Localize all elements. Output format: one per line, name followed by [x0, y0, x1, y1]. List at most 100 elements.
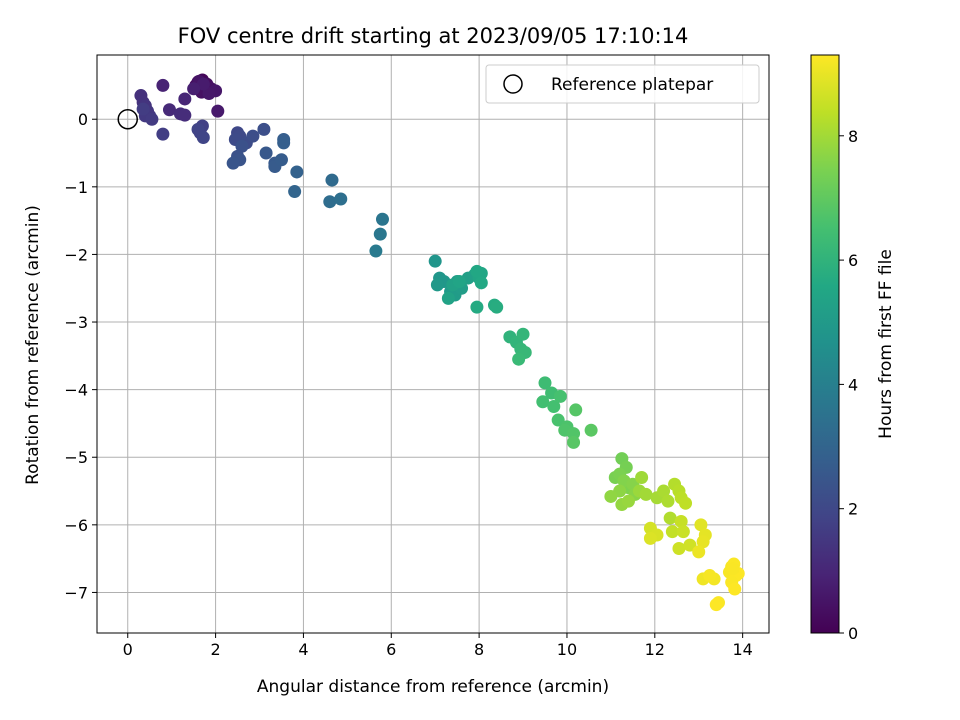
- data-point: [516, 327, 530, 341]
- colorbar-tick-label: 2: [848, 500, 858, 519]
- x-tick-label: 14: [732, 640, 752, 659]
- data-point: [202, 87, 216, 101]
- y-tick-label: 0: [78, 110, 88, 129]
- data-point: [178, 92, 192, 106]
- data-point: [288, 185, 302, 199]
- x-tick-label: 10: [557, 640, 577, 659]
- data-point: [683, 538, 697, 552]
- data-point: [726, 562, 740, 576]
- data-point: [536, 395, 550, 409]
- data-point: [375, 212, 389, 226]
- x-tick-label: 12: [645, 640, 665, 659]
- data-point: [674, 514, 688, 528]
- data-point: [156, 127, 170, 141]
- x-axis-ticks: 0 2 4 6 8 10 12 14: [123, 633, 753, 659]
- data-point: [470, 264, 484, 278]
- data-point: [323, 195, 337, 209]
- data-point: [547, 400, 561, 414]
- grid: [97, 55, 769, 633]
- data-point: [369, 244, 383, 258]
- data-point: [538, 376, 552, 390]
- colorbar-tick-label: 8: [848, 127, 858, 146]
- plot-area: 0 2 4 6 8 10 12 14 0 −1 −2 −3 −4 −5 −6 −7: [64, 54, 770, 659]
- x-tick-label: 4: [298, 640, 308, 659]
- data-point: [178, 108, 192, 122]
- y-tick-label: −5: [64, 448, 88, 467]
- x-tick-label: 0: [123, 640, 133, 659]
- data-point: [694, 518, 708, 532]
- colorbar-tick-label: 0: [848, 624, 858, 643]
- data-point: [277, 136, 291, 150]
- data-point: [663, 511, 677, 525]
- data-point: [584, 423, 598, 437]
- data-point: [692, 545, 706, 559]
- data-point: [703, 569, 717, 583]
- plot-frame: [96, 54, 770, 634]
- y-axis-label: Rotation from reference (arcmin): [23, 205, 43, 485]
- data-point: [635, 471, 649, 485]
- data-point: [196, 77, 210, 91]
- data-point: [567, 435, 581, 449]
- data-point: [187, 82, 201, 96]
- data-point: [259, 146, 273, 160]
- data-point: [226, 156, 240, 170]
- data-point: [639, 487, 653, 501]
- chart-title: FOV centre drift starting at 2023/09/05 …: [178, 24, 689, 48]
- data-point: [325, 173, 339, 187]
- data-point: [211, 104, 225, 118]
- legend-entry-reference: Reference platepar: [551, 75, 713, 95]
- data-point: [235, 139, 249, 153]
- data-point: [490, 300, 504, 314]
- data-point: [728, 582, 742, 596]
- colorbar-ticks: 0 2 4 6 8: [839, 127, 858, 643]
- legend: Reference platepar: [485, 64, 760, 104]
- data-point: [470, 300, 484, 314]
- x-tick-label: 2: [210, 640, 220, 659]
- y-tick-label: −7: [64, 583, 88, 602]
- data-point: [290, 165, 304, 179]
- colorbar-tick-label: 4: [848, 375, 858, 394]
- data-point: [657, 484, 671, 498]
- points: [134, 73, 745, 612]
- data-point: [676, 525, 690, 539]
- data-point: [512, 352, 526, 366]
- data-point: [551, 413, 565, 427]
- colorbar-label: Hours from first FF file: [876, 249, 896, 439]
- data-point: [441, 291, 455, 305]
- data-point: [156, 78, 170, 92]
- data-point: [136, 102, 150, 116]
- colorbar-gradient: [810, 54, 840, 634]
- data-point: [274, 153, 288, 167]
- plot-background: [97, 55, 769, 633]
- data-point: [672, 541, 686, 555]
- data-point: [621, 494, 635, 508]
- x-tick-label: 6: [386, 640, 396, 659]
- data-point: [604, 489, 618, 503]
- data-point: [428, 254, 442, 268]
- data-point: [474, 276, 488, 290]
- data-point: [661, 494, 675, 508]
- y-tick-label: −2: [64, 245, 88, 264]
- y-axis-ticks: 0 −1 −2 −3 −4 −5 −6 −7: [64, 110, 97, 602]
- reference-point-marker: [117, 108, 138, 130]
- data-point: [679, 496, 693, 510]
- data-point: [334, 192, 348, 206]
- reference-point-group: [117, 108, 138, 130]
- data-point: [196, 130, 210, 144]
- colorbar: 0 2 4 6 8 Hours from first FF file: [810, 54, 896, 643]
- data-point: [569, 403, 583, 417]
- colorbar-tick-label: 6: [848, 251, 858, 270]
- x-axis-label: Angular distance from reference (arcmin): [257, 677, 609, 697]
- x-tick-label: 8: [474, 640, 484, 659]
- data-point: [373, 227, 387, 241]
- data-point: [696, 535, 710, 549]
- y-tick-label: −1: [64, 178, 88, 197]
- data-point: [452, 274, 466, 288]
- legend-reference-marker: [503, 74, 523, 94]
- y-tick-label: −6: [64, 516, 88, 535]
- data-point: [430, 278, 444, 292]
- data-point: [145, 112, 159, 126]
- data-point: [709, 598, 723, 612]
- data-point: [643, 531, 657, 545]
